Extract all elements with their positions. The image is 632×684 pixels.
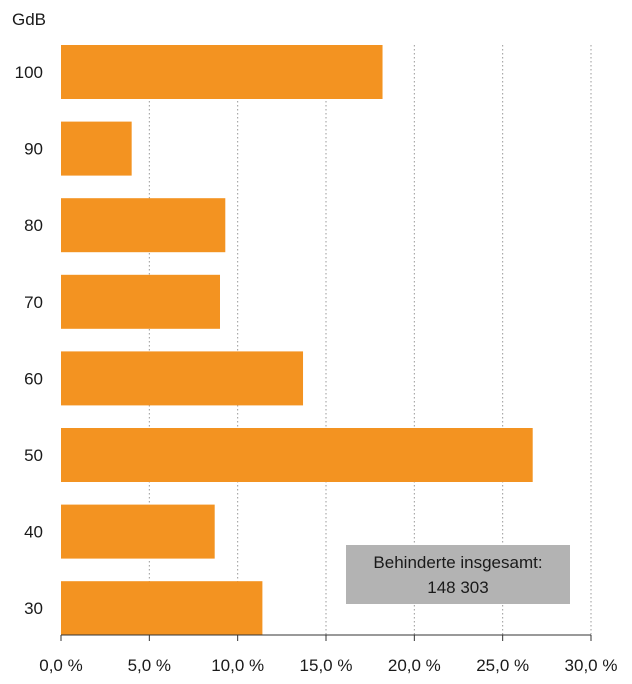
bar-gdb-100 (61, 45, 383, 99)
x-tick-label: 30,0 % (565, 656, 618, 675)
y-tick-label: 30 (24, 599, 43, 618)
x-tick-label: 20,0 % (388, 656, 441, 675)
bar-gdb-40 (61, 504, 215, 559)
x-ticks: 0,0 % 5,0 % 10,0 % 15,0 % 20,0 % 25,0 % 30,0 % (39, 635, 617, 675)
x-tick-label: 15,0 % (300, 656, 353, 675)
y-tick-label: 90 (24, 140, 43, 159)
bar-gdb-70 (61, 274, 220, 329)
bar-gdb-30 (61, 581, 263, 636)
bar-gdb-50 (61, 428, 533, 482)
total-annotation: Behinderte insgesamt: 148 303 (346, 545, 570, 604)
bars-group (61, 45, 533, 636)
y-tick-label: 100 (15, 63, 43, 82)
y-tick-label: 80 (24, 216, 43, 235)
annotation-line-1: Behinderte insgesamt: (373, 553, 542, 572)
bar-gdb-80 (61, 198, 226, 253)
y-tick-label: 70 (24, 293, 43, 312)
bar-gdb-90 (61, 121, 132, 176)
y-axis-unit-label: GdB (12, 10, 46, 29)
y-tick-label: 50 (24, 446, 43, 465)
x-tick-label: 10,0 % (211, 656, 264, 675)
y-tick-label: 60 (24, 369, 43, 388)
x-tick-label: 25,0 % (476, 656, 529, 675)
y-tick-label: 40 (24, 523, 43, 542)
bar-gdb-60 (61, 351, 304, 406)
annotation-box (346, 545, 570, 604)
x-tick-label: 0,0 % (39, 656, 82, 675)
x-tick-label: 5,0 % (128, 656, 171, 675)
y-tick-labels: 100 90 80 70 60 50 40 30 (15, 63, 43, 618)
annotation-line-2: 148 303 (427, 578, 488, 597)
